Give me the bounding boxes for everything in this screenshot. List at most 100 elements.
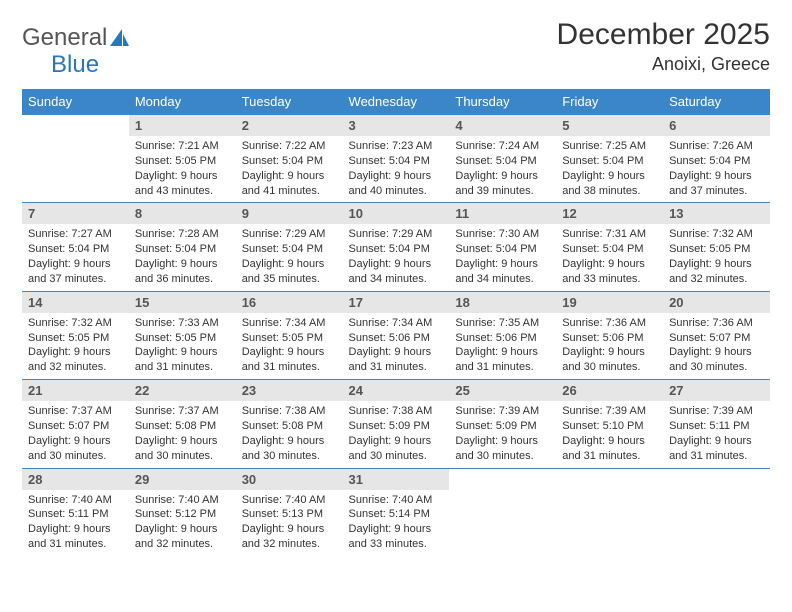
calendar-week-row: 28Sunrise: 7:40 AMSunset: 5:11 PMDayligh… xyxy=(22,468,770,556)
calendar-day-cell: 31Sunrise: 7:40 AMSunset: 5:14 PMDayligh… xyxy=(343,468,450,556)
day-details: Sunrise: 7:36 AMSunset: 5:07 PMDaylight:… xyxy=(663,313,770,379)
day-details: Sunrise: 7:23 AMSunset: 5:04 PMDaylight:… xyxy=(343,136,450,202)
calendar-day-cell: 19Sunrise: 7:36 AMSunset: 5:06 PMDayligh… xyxy=(556,291,663,379)
day-number: 20 xyxy=(663,292,770,313)
calendar-week-row: 7Sunrise: 7:27 AMSunset: 5:04 PMDaylight… xyxy=(22,203,770,291)
calendar-day-cell xyxy=(22,115,129,203)
calendar-week-row: 1Sunrise: 7:21 AMSunset: 5:05 PMDaylight… xyxy=(22,115,770,203)
day-details: Sunrise: 7:21 AMSunset: 5:05 PMDaylight:… xyxy=(129,136,236,202)
day-number: 26 xyxy=(556,380,663,401)
day-details: Sunrise: 7:26 AMSunset: 5:04 PMDaylight:… xyxy=(663,136,770,202)
day-number: 19 xyxy=(556,292,663,313)
weekday-header: Tuesday xyxy=(236,89,343,115)
day-details: Sunrise: 7:32 AMSunset: 5:05 PMDaylight:… xyxy=(663,224,770,290)
day-details: Sunrise: 7:30 AMSunset: 5:04 PMDaylight:… xyxy=(449,224,556,290)
header: General December 2025 Anoixi, Greece xyxy=(22,18,770,75)
day-number: 28 xyxy=(22,469,129,490)
calendar-day-cell: 13Sunrise: 7:32 AMSunset: 5:05 PMDayligh… xyxy=(663,203,770,291)
day-details: Sunrise: 7:29 AMSunset: 5:04 PMDaylight:… xyxy=(236,224,343,290)
weekday-header: Saturday xyxy=(663,89,770,115)
calendar-day-cell: 4Sunrise: 7:24 AMSunset: 5:04 PMDaylight… xyxy=(449,115,556,203)
calendar-day-cell: 23Sunrise: 7:38 AMSunset: 5:08 PMDayligh… xyxy=(236,380,343,468)
day-number: 27 xyxy=(663,380,770,401)
day-details: Sunrise: 7:40 AMSunset: 5:13 PMDaylight:… xyxy=(236,490,343,556)
day-details: Sunrise: 7:25 AMSunset: 5:04 PMDaylight:… xyxy=(556,136,663,202)
day-number: 31 xyxy=(343,469,450,490)
day-details: Sunrise: 7:39 AMSunset: 5:09 PMDaylight:… xyxy=(449,401,556,467)
calendar-day-cell: 26Sunrise: 7:39 AMSunset: 5:10 PMDayligh… xyxy=(556,380,663,468)
weekday-header: Wednesday xyxy=(343,89,450,115)
day-number: 1 xyxy=(129,115,236,136)
day-number: 30 xyxy=(236,469,343,490)
calendar-day-cell: 27Sunrise: 7:39 AMSunset: 5:11 PMDayligh… xyxy=(663,380,770,468)
day-details: Sunrise: 7:34 AMSunset: 5:06 PMDaylight:… xyxy=(343,313,450,379)
day-number: 13 xyxy=(663,203,770,224)
day-details: Sunrise: 7:36 AMSunset: 5:06 PMDaylight:… xyxy=(556,313,663,379)
calendar-day-cell: 14Sunrise: 7:32 AMSunset: 5:05 PMDayligh… xyxy=(22,291,129,379)
calendar-day-cell: 10Sunrise: 7:29 AMSunset: 5:04 PMDayligh… xyxy=(343,203,450,291)
day-details: Sunrise: 7:38 AMSunset: 5:09 PMDaylight:… xyxy=(343,401,450,467)
day-number: 14 xyxy=(22,292,129,313)
day-number: 22 xyxy=(129,380,236,401)
day-number: 8 xyxy=(129,203,236,224)
calendar-day-cell: 2Sunrise: 7:22 AMSunset: 5:04 PMDaylight… xyxy=(236,115,343,203)
calendar-day-cell xyxy=(449,468,556,556)
calendar-day-cell: 3Sunrise: 7:23 AMSunset: 5:04 PMDaylight… xyxy=(343,115,450,203)
calendar-day-cell: 24Sunrise: 7:38 AMSunset: 5:09 PMDayligh… xyxy=(343,380,450,468)
location-label: Anoixi, Greece xyxy=(557,54,770,75)
calendar-body: 1Sunrise: 7:21 AMSunset: 5:05 PMDaylight… xyxy=(22,115,770,557)
day-number: 2 xyxy=(236,115,343,136)
weekday-header: Thursday xyxy=(449,89,556,115)
day-details: Sunrise: 7:39 AMSunset: 5:11 PMDaylight:… xyxy=(663,401,770,467)
day-number: 9 xyxy=(236,203,343,224)
day-number: 7 xyxy=(22,203,129,224)
month-title: December 2025 xyxy=(557,18,770,52)
empty-day xyxy=(449,469,556,487)
calendar-day-cell: 22Sunrise: 7:37 AMSunset: 5:08 PMDayligh… xyxy=(129,380,236,468)
day-number: 17 xyxy=(343,292,450,313)
calendar-day-cell: 25Sunrise: 7:39 AMSunset: 5:09 PMDayligh… xyxy=(449,380,556,468)
calendar-day-cell: 7Sunrise: 7:27 AMSunset: 5:04 PMDaylight… xyxy=(22,203,129,291)
day-details: Sunrise: 7:37 AMSunset: 5:08 PMDaylight:… xyxy=(129,401,236,467)
calendar-day-cell xyxy=(663,468,770,556)
day-number: 23 xyxy=(236,380,343,401)
day-number: 3 xyxy=(343,115,450,136)
calendar-day-cell: 5Sunrise: 7:25 AMSunset: 5:04 PMDaylight… xyxy=(556,115,663,203)
day-number: 11 xyxy=(449,203,556,224)
day-details: Sunrise: 7:32 AMSunset: 5:05 PMDaylight:… xyxy=(22,313,129,379)
day-details: Sunrise: 7:27 AMSunset: 5:04 PMDaylight:… xyxy=(22,224,129,290)
day-number: 12 xyxy=(556,203,663,224)
day-details: Sunrise: 7:29 AMSunset: 5:04 PMDaylight:… xyxy=(343,224,450,290)
day-details: Sunrise: 7:39 AMSunset: 5:10 PMDaylight:… xyxy=(556,401,663,467)
day-number: 18 xyxy=(449,292,556,313)
calendar-day-cell xyxy=(556,468,663,556)
day-details: Sunrise: 7:40 AMSunset: 5:14 PMDaylight:… xyxy=(343,490,450,556)
day-number: 29 xyxy=(129,469,236,490)
calendar-day-cell: 18Sunrise: 7:35 AMSunset: 5:06 PMDayligh… xyxy=(449,291,556,379)
day-details: Sunrise: 7:31 AMSunset: 5:04 PMDaylight:… xyxy=(556,224,663,290)
calendar-day-cell: 12Sunrise: 7:31 AMSunset: 5:04 PMDayligh… xyxy=(556,203,663,291)
brand-text-1: General xyxy=(22,24,107,52)
day-details: Sunrise: 7:28 AMSunset: 5:04 PMDaylight:… xyxy=(129,224,236,290)
day-number: 10 xyxy=(343,203,450,224)
day-number: 6 xyxy=(663,115,770,136)
calendar-day-cell: 16Sunrise: 7:34 AMSunset: 5:05 PMDayligh… xyxy=(236,291,343,379)
empty-day xyxy=(22,115,129,133)
day-number: 15 xyxy=(129,292,236,313)
calendar-day-cell: 30Sunrise: 7:40 AMSunset: 5:13 PMDayligh… xyxy=(236,468,343,556)
empty-day xyxy=(556,469,663,487)
calendar-day-cell: 1Sunrise: 7:21 AMSunset: 5:05 PMDaylight… xyxy=(129,115,236,203)
brand-sail-icon xyxy=(109,28,131,48)
day-details: Sunrise: 7:35 AMSunset: 5:06 PMDaylight:… xyxy=(449,313,556,379)
weekday-header: Monday xyxy=(129,89,236,115)
calendar-day-cell: 17Sunrise: 7:34 AMSunset: 5:06 PMDayligh… xyxy=(343,291,450,379)
calendar-day-cell: 15Sunrise: 7:33 AMSunset: 5:05 PMDayligh… xyxy=(129,291,236,379)
calendar-week-row: 21Sunrise: 7:37 AMSunset: 5:07 PMDayligh… xyxy=(22,380,770,468)
brand-text-2: Blue xyxy=(51,51,99,78)
day-details: Sunrise: 7:34 AMSunset: 5:05 PMDaylight:… xyxy=(236,313,343,379)
day-number: 5 xyxy=(556,115,663,136)
calendar-day-cell: 29Sunrise: 7:40 AMSunset: 5:12 PMDayligh… xyxy=(129,468,236,556)
calendar-day-cell: 8Sunrise: 7:28 AMSunset: 5:04 PMDaylight… xyxy=(129,203,236,291)
day-details: Sunrise: 7:22 AMSunset: 5:04 PMDaylight:… xyxy=(236,136,343,202)
day-details: Sunrise: 7:40 AMSunset: 5:11 PMDaylight:… xyxy=(22,490,129,556)
